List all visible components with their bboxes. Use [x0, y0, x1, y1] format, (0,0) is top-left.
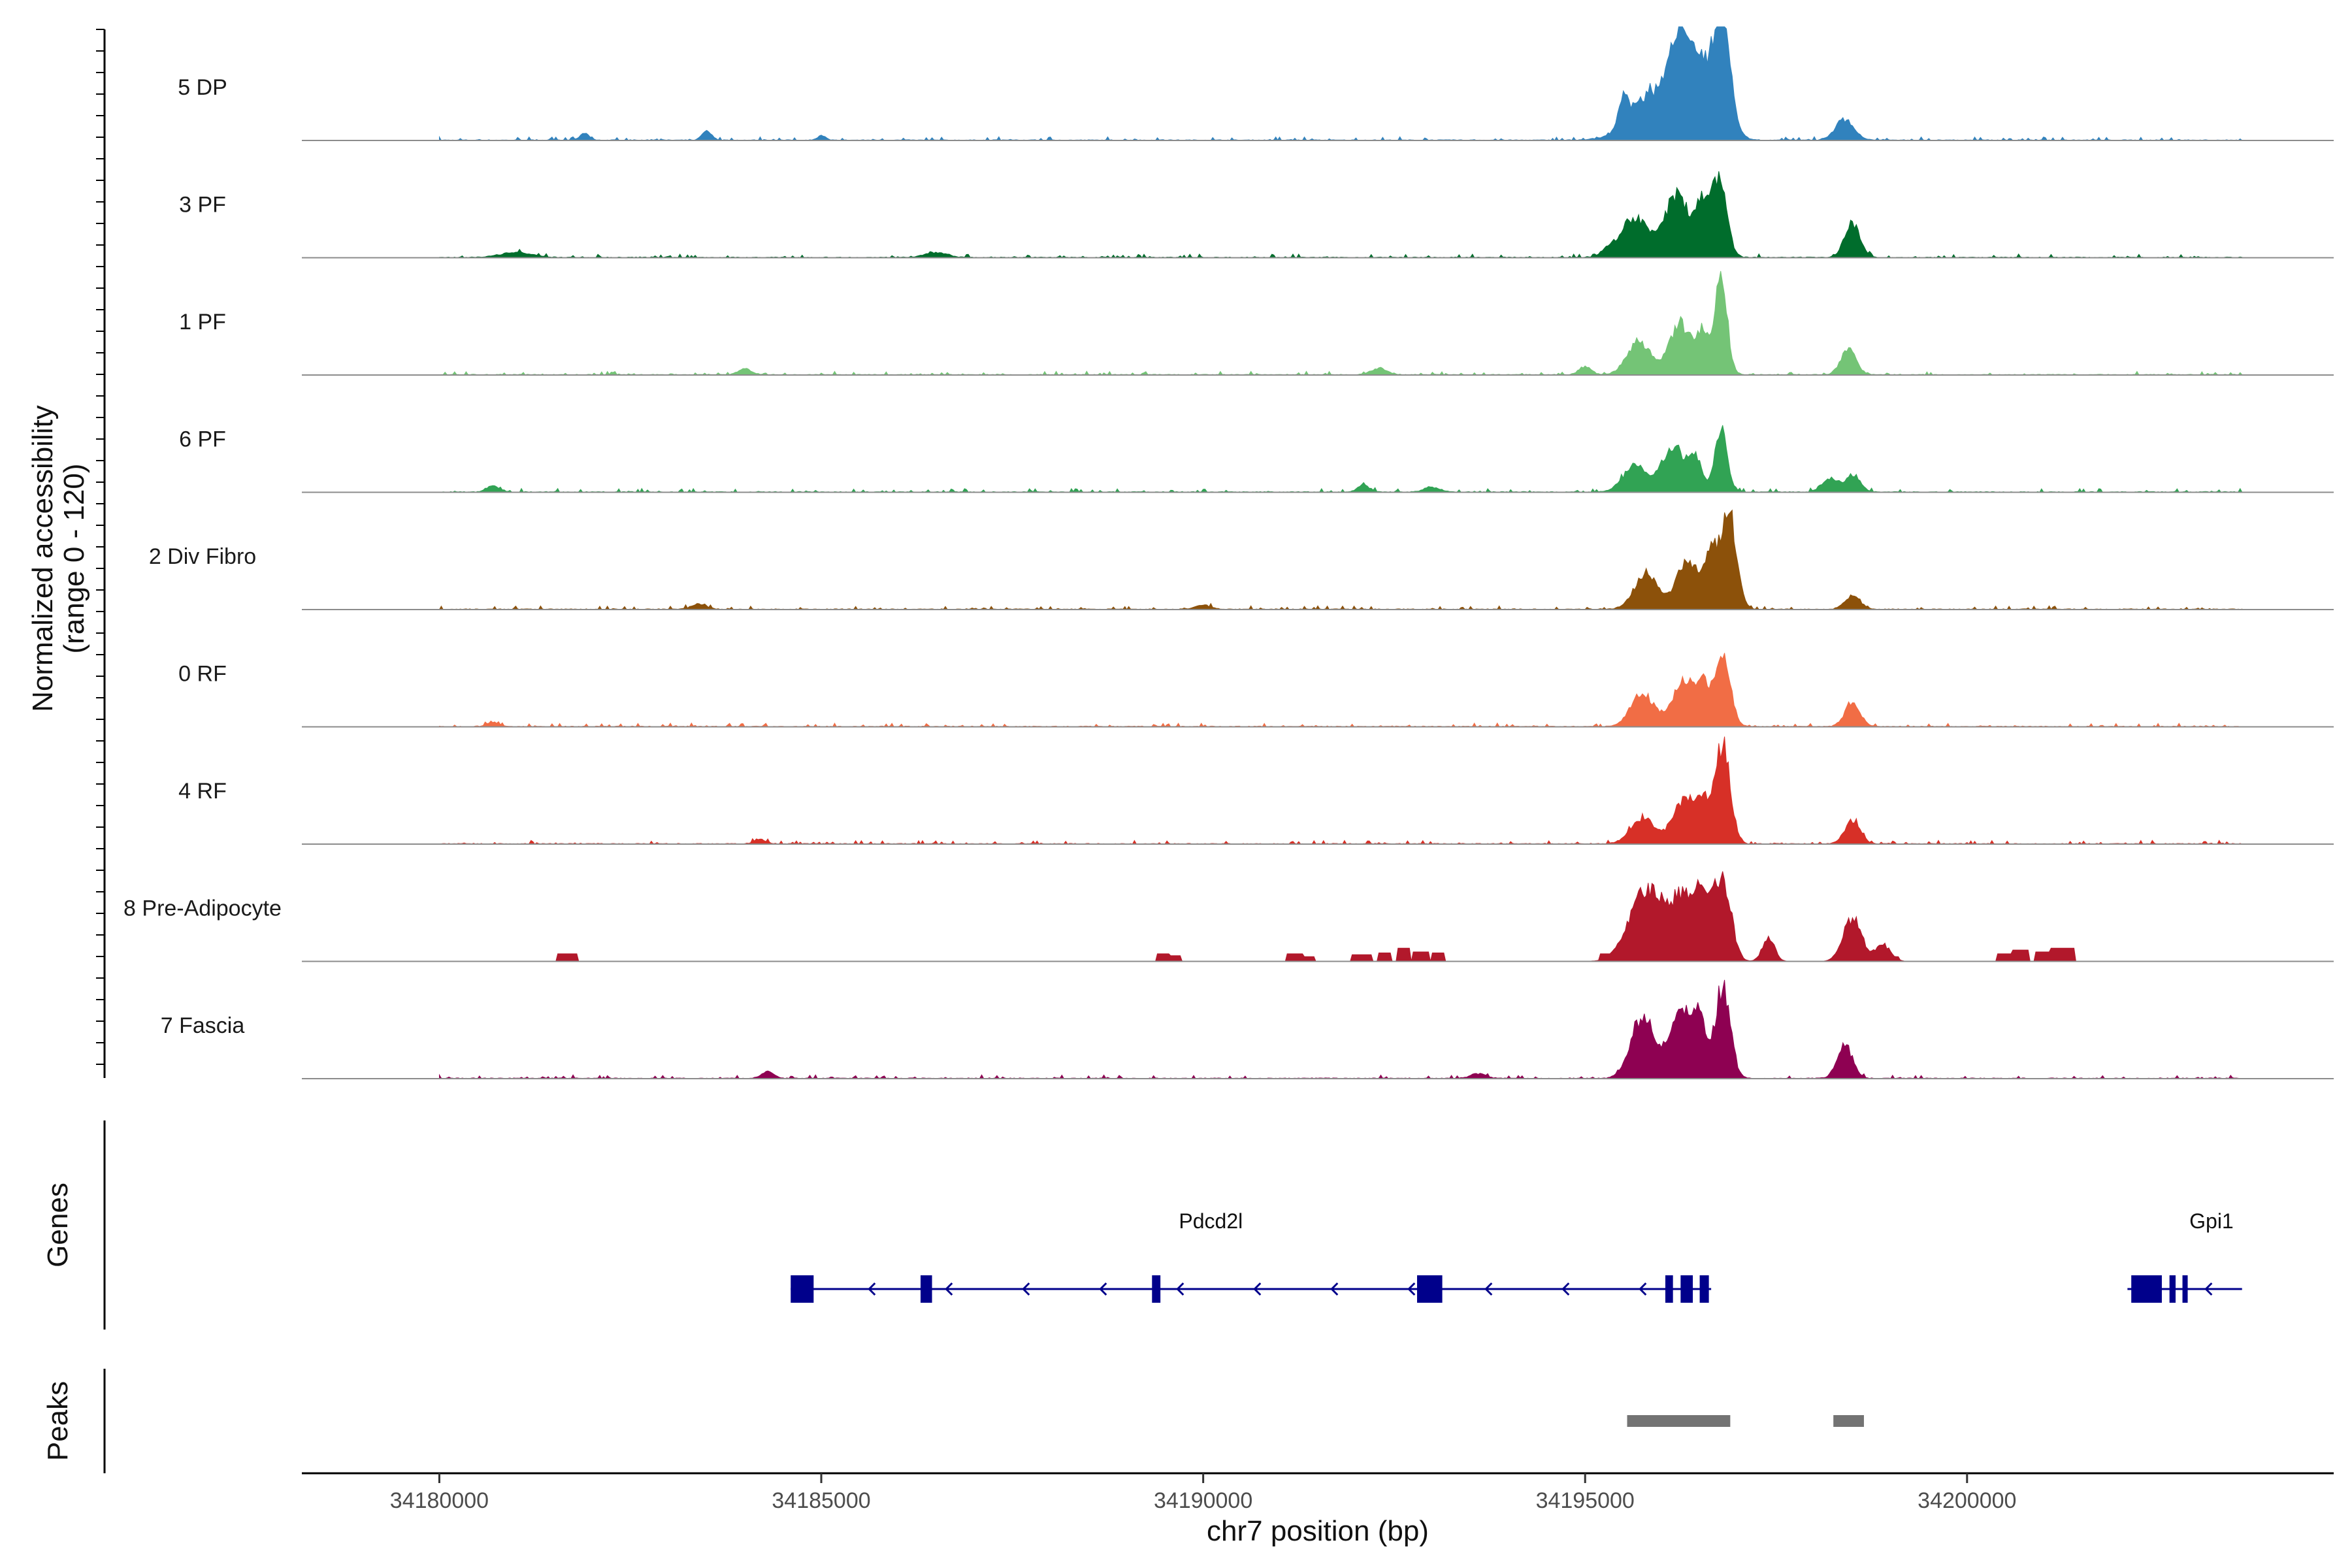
coverage-area — [439, 171, 2243, 259]
gene-label: Gpi1 — [2189, 1209, 2234, 1233]
coverage-area — [439, 26, 2243, 141]
coverage-track: 5 DP — [178, 26, 2334, 141]
gene-exon — [1416, 1275, 1443, 1303]
x-axis-title: chr7 position (bp) — [1207, 1515, 1429, 1547]
coverage-track-label: 7 Fascia — [161, 1013, 245, 1038]
coverage-area — [439, 425, 2243, 493]
strand-arrow — [1561, 1282, 1570, 1296]
coverage-track: 2 Div Fibro — [149, 509, 2334, 610]
coverage-track-label: 0 RF — [178, 662, 227, 687]
x-axis-ticks: 34180000 34185000 34190000 34195000 34200000 — [390, 1473, 2016, 1513]
peaks-panel: Peaks — [42, 1369, 1864, 1473]
strand-arrow — [2204, 1282, 2213, 1296]
gene-exon — [1152, 1275, 1161, 1303]
gene-exon — [1680, 1275, 1693, 1303]
gene-exon — [2131, 1275, 2162, 1303]
coverage-area — [439, 871, 2242, 962]
coverage-track: 4 RF — [178, 736, 2334, 845]
coverage-track-label: 3 PF — [179, 193, 226, 218]
coverage-track: 8 Pre-Adipocyte — [123, 871, 2334, 962]
strand-arrow — [1639, 1282, 1647, 1296]
x-axis: 34180000 34185000 34190000 34195000 34200000… — [302, 1472, 2334, 1547]
strand-arrow — [1253, 1282, 1262, 1296]
coverage-track-label: 8 Pre-Adipocyte — [123, 896, 282, 921]
coverage-track-label: 5 DP — [178, 75, 227, 100]
peaks-panel-title: Peaks — [42, 1381, 74, 1461]
x-axis-tick-label: 34190000 — [1154, 1488, 1252, 1513]
gene-model: Gpi1 — [2127, 1209, 2242, 1303]
gene-exon — [1699, 1275, 1709, 1303]
coverage-track: 6 PF — [179, 425, 2334, 493]
coverage-area — [439, 653, 2243, 728]
coverage-track: 7 Fascia — [161, 979, 2334, 1079]
peak-region — [1833, 1415, 1864, 1427]
coverage-area — [439, 979, 2243, 1079]
coverage-y-axis-title-line-2: (range 0 - 120) — [58, 463, 90, 653]
strand-arrow — [868, 1282, 876, 1296]
x-axis-tick-label: 34180000 — [390, 1488, 489, 1513]
strand-arrow — [1484, 1282, 1493, 1296]
coverage-track-label: 4 RF — [178, 779, 227, 804]
coverage-tracks: 5 DP 3 PF 1 PF 6 PF 2 Div Fibro 0 RF 4 RF 8 Pre… — [123, 26, 2334, 1079]
coverage-track-label: 1 PF — [179, 310, 226, 335]
gene-label: Pdcd2l — [1179, 1209, 1243, 1233]
genes-panel-title: Genes — [42, 1183, 74, 1267]
coverage-y-axis-title: Normalized accessibility (range 0 - 120) — [27, 405, 90, 711]
gene-exon — [2182, 1275, 2188, 1303]
genes-panel: Genes Pdcd2l Gpi1 — [42, 1120, 2242, 1330]
gene-exon — [791, 1275, 814, 1303]
strand-arrow — [1407, 1282, 1416, 1296]
x-axis-tick-label: 34200000 — [1918, 1488, 2016, 1513]
coverage-track-label: 6 PF — [179, 427, 226, 452]
coverage-track: 3 PF — [179, 171, 2334, 259]
coverage-area — [438, 509, 2243, 610]
strand-arrow — [1022, 1282, 1030, 1296]
coverage-area — [439, 736, 2243, 845]
gene-model: Pdcd2l — [791, 1209, 1712, 1303]
coverage-area — [439, 270, 2243, 376]
gene-exon — [1665, 1275, 1673, 1303]
strand-arrow — [945, 1282, 953, 1296]
gene-exon — [921, 1275, 932, 1303]
x-axis-tick-label: 34195000 — [1536, 1488, 1635, 1513]
strand-arrow — [1176, 1282, 1184, 1296]
strand-arrow — [1099, 1282, 1107, 1296]
x-axis-tick-label: 34185000 — [772, 1488, 870, 1513]
peak-regions — [1627, 1415, 1864, 1427]
coverage-track-label: 2 Div Fibro — [149, 544, 256, 569]
gene-exon — [2169, 1275, 2176, 1303]
coverage-track: 1 PF — [179, 270, 2334, 376]
coverage-y-axis-title-line-1: Normalized accessibility — [27, 405, 59, 711]
coverage-y-axis — [96, 29, 106, 1078]
peak-region — [1627, 1415, 1731, 1427]
coverage-track: 0 RF — [178, 653, 2334, 728]
gene-models: Pdcd2l Gpi1 — [791, 1209, 2242, 1303]
strand-arrow — [1330, 1282, 1339, 1296]
